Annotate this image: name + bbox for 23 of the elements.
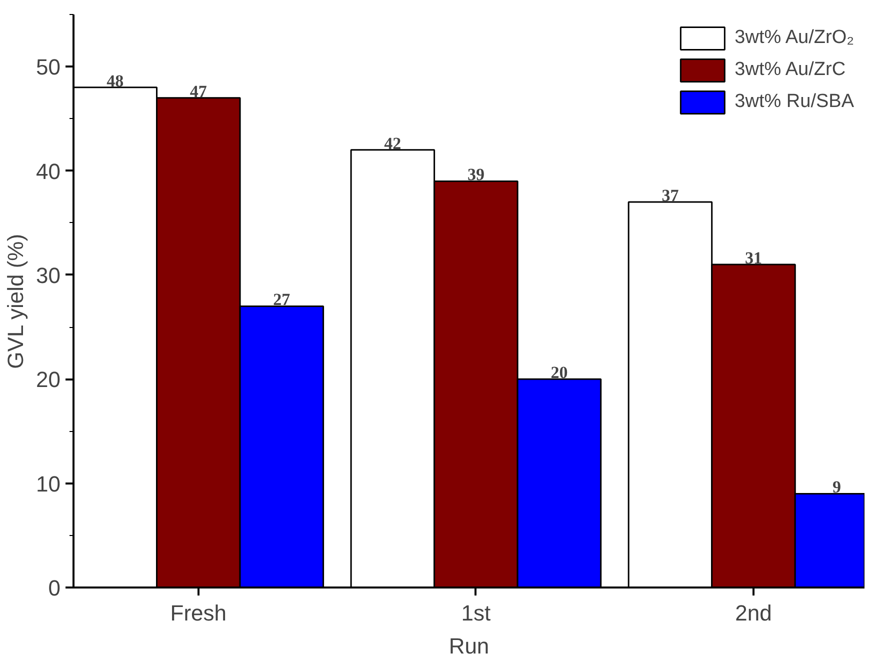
data-label: 39 [467, 165, 484, 184]
data-label: 37 [662, 186, 680, 206]
y-tick-label: 10 [36, 471, 61, 496]
x-tick-label: Fresh [170, 600, 227, 626]
data-label: 47 [190, 82, 208, 101]
legend-label: 3wt% Au/ZrC [734, 59, 846, 81]
y-tick-label: 50 [36, 54, 61, 80]
x-axis-title: Run [448, 634, 490, 658]
y-tick-label: 20 [36, 367, 61, 392]
y-axis-title: GVL yield (%) [3, 234, 28, 369]
y-tick-label: 30 [36, 262, 61, 288]
data-label: 48 [106, 71, 124, 90]
data-label: 9 [832, 478, 841, 497]
x-tick-label: 1st [461, 600, 491, 626]
data-label: 20 [550, 363, 568, 382]
y-tick-label: 0 [48, 576, 61, 600]
data-label: 27 [273, 290, 291, 310]
y-tick-label: 40 [36, 158, 61, 184]
data-label: 42 [384, 134, 402, 153]
data-label: 31 [744, 248, 762, 268]
legend-label: 3wt% Ru/SBA [734, 91, 854, 113]
legend-label: 3wt% Au/ZrO₂ [734, 27, 854, 49]
x-tick-label: 2nd [735, 600, 772, 626]
